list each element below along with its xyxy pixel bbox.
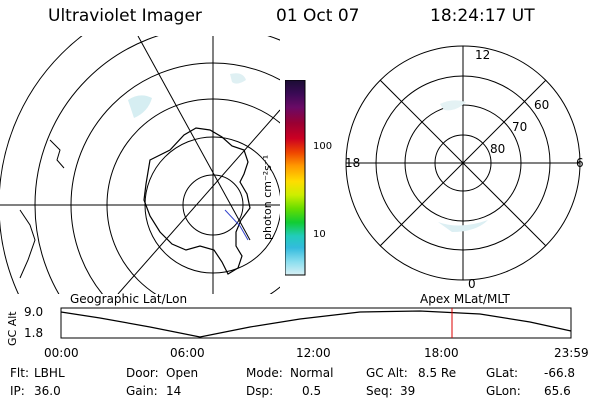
- geographic-caption: Geographic Lat/Lon: [70, 292, 188, 306]
- antarctica-outline: [143, 127, 251, 275]
- magnetic-polar-plot: [345, 45, 581, 281]
- mlat-label-80: 80: [490, 142, 506, 156]
- orbit-xtick: 06:00: [170, 346, 205, 360]
- mlt-label-18: 18: [345, 156, 361, 170]
- seq-value: 39: [400, 384, 416, 398]
- orbit-plot: [60, 307, 572, 339]
- mode-label: Mode:: [246, 366, 283, 380]
- mlt-line: [379, 79, 547, 247]
- colorbar-tick-10: 10: [313, 229, 326, 240]
- image-time: 18:24:17 UT: [430, 6, 535, 26]
- colorbar-unit-label: photon cm⁻²s⁻¹: [261, 154, 274, 240]
- aurora-patch: [128, 95, 152, 118]
- filter-value: LBHL: [34, 366, 65, 380]
- gc-alt-value: 8.5 Re: [418, 366, 457, 380]
- image-date: 01 Oct 07: [276, 6, 360, 26]
- mlt-label-12: 12: [475, 48, 491, 62]
- glon-value: 65.6: [544, 384, 571, 398]
- orbit-ylabel: GC Alt: [6, 311, 19, 346]
- geographic-map: [0, 36, 280, 294]
- orbit-xtick: 00:00: [44, 346, 79, 360]
- orbit-ytick-min: 1.8: [24, 326, 44, 340]
- terminator-line: [224, 209, 249, 241]
- gc-alt-label: GC Alt:: [366, 366, 408, 380]
- mlt-label-6: 6: [576, 156, 584, 170]
- instrument-title: Ultraviolet Imager: [48, 6, 202, 26]
- colorbar: [285, 80, 306, 276]
- mode-value: Normal: [290, 366, 334, 380]
- door-value: Open: [166, 366, 199, 380]
- gain-value: 14: [166, 384, 182, 398]
- orbit-ytick-max: 9.0: [24, 305, 44, 319]
- orbit-altitude-curve: [60, 310, 572, 338]
- ip-label: IP:: [10, 384, 25, 398]
- mlat-label-60: 60: [534, 98, 550, 112]
- orbit-xtick: 18:00: [424, 346, 459, 360]
- aurora-patch: [230, 73, 246, 84]
- dsp-label: Dsp:: [246, 384, 274, 398]
- glat-value: -66.8: [544, 366, 576, 380]
- colorbar-tick-100: 100: [313, 141, 333, 152]
- geo-meridian: [137, 36, 251, 241]
- gain-label: Gain:: [126, 384, 158, 398]
- coastline: [19, 209, 36, 279]
- filter-label: Flt:: [10, 366, 29, 380]
- mlt-label-0: 0: [468, 277, 476, 291]
- geo-meridian: [117, 109, 280, 294]
- mlat-label-70: 70: [512, 120, 528, 134]
- geo-lat-circle: [70, 62, 280, 294]
- glon-label: GLon:: [486, 384, 521, 398]
- aurora-patch: [438, 220, 488, 232]
- magnetic-caption: Apex MLat/MLT: [420, 292, 510, 306]
- door-label: Door:: [126, 366, 159, 380]
- seq-label: Seq:: [366, 384, 393, 398]
- glat-label: GLat:: [486, 366, 519, 380]
- dsp-value: 0.5: [302, 384, 322, 398]
- orbit-xtick: 12:00: [296, 346, 331, 360]
- aurora-patch: [440, 100, 466, 111]
- orbit-xtick: 23:59: [554, 346, 589, 360]
- ip-value: 36.0: [34, 384, 61, 398]
- geo-lat-circle: [106, 98, 280, 294]
- coastline: [49, 139, 65, 169]
